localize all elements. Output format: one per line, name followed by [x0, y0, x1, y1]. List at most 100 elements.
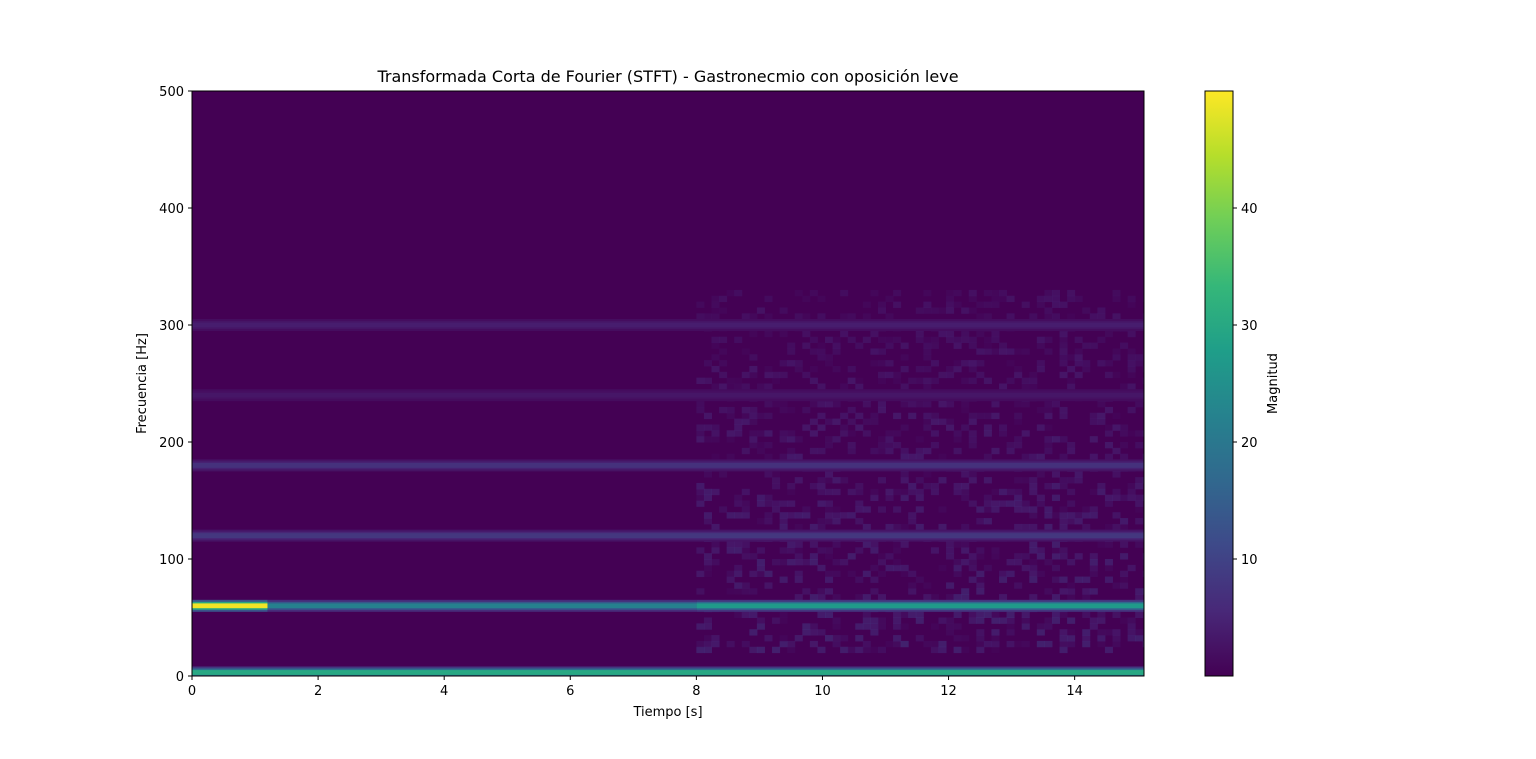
noise-cell [976, 617, 985, 624]
noise-cell [1014, 582, 1023, 589]
noise-cell [1051, 289, 1061, 297]
noise-cell [741, 418, 750, 425]
noise-cell [756, 547, 765, 554]
noise-cell [1044, 406, 1053, 414]
noise-cell [900, 447, 909, 455]
noise-cell [1142, 348, 1144, 355]
noise-cell [923, 418, 932, 425]
noise-cell [1044, 336, 1053, 344]
noise-cell [908, 453, 917, 461]
noise-cell [794, 477, 803, 484]
noise-cell [726, 512, 735, 519]
y-tick-label: 400 [159, 202, 184, 217]
x-tick-label: 0 [188, 684, 196, 699]
noise-cell [787, 430, 796, 437]
noise-cell [824, 500, 834, 507]
noise-cell [1097, 635, 1106, 642]
noise-cell [1089, 436, 1098, 443]
noise-cell [855, 412, 864, 420]
noise-cell [877, 594, 887, 601]
noise-cell [779, 453, 788, 461]
noise-cell [1059, 646, 1068, 654]
noise-cell [847, 442, 856, 449]
noise-cell [832, 365, 841, 373]
noise-cell [1067, 289, 1076, 297]
noise-cell [734, 424, 743, 431]
noise-cell [991, 289, 1000, 297]
noise-cell [877, 506, 887, 513]
noise-cell [961, 482, 970, 490]
noise-cell [1021, 506, 1030, 513]
noise-cell [946, 336, 955, 344]
noise-cell [1044, 482, 1053, 490]
noise-cell [1036, 570, 1045, 578]
noise-cell [734, 336, 743, 344]
noise-cell [726, 541, 735, 548]
noise-cell [946, 371, 955, 379]
noise-cell [1021, 553, 1030, 560]
noise-cell [696, 313, 705, 320]
noise-cell [870, 629, 879, 636]
noise-cell [953, 289, 962, 297]
noise-cell [870, 289, 879, 297]
noise-cell [824, 635, 834, 642]
noise-cell [855, 500, 864, 507]
noise-cell [938, 307, 947, 314]
noise-cell [923, 424, 932, 431]
noise-cell [794, 436, 803, 443]
noise-cell [832, 348, 841, 355]
noise-cell [1036, 640, 1045, 648]
noise-cell [870, 646, 879, 654]
noise-cell [772, 471, 781, 478]
noise-cell [779, 640, 788, 648]
noise-cell [1036, 553, 1045, 560]
noise-cell [923, 342, 932, 349]
noise-cell [930, 594, 939, 601]
noise-cell [1006, 629, 1015, 636]
noise-cell [1082, 640, 1091, 648]
noise-cell [711, 424, 720, 431]
noise-cell [824, 506, 834, 513]
noise-cell [817, 477, 826, 484]
noise-cell [961, 635, 970, 642]
noise-cell [976, 518, 985, 525]
noise-cell [749, 570, 758, 578]
noise-cell [1127, 301, 1136, 308]
noise-cell [711, 430, 720, 437]
noise-cell [1082, 629, 1091, 636]
noise-cell [976, 547, 985, 554]
noise-cell [711, 301, 720, 308]
noise-cell [711, 640, 720, 648]
noise-cell [703, 623, 713, 630]
noise-cell [1044, 447, 1053, 455]
noise-cell [938, 371, 947, 379]
noise-cell [946, 594, 955, 601]
noise-cell [764, 371, 773, 379]
noise-cell [1074, 553, 1083, 560]
noise-cell [719, 348, 728, 355]
noise-cell [855, 547, 864, 554]
noise-cell [741, 582, 750, 589]
noise-cell [885, 447, 894, 455]
noise-cell [756, 559, 765, 566]
noise-cell [840, 313, 849, 320]
noise-cell [772, 559, 781, 566]
noise-cell [870, 564, 879, 572]
noise-cell [870, 576, 879, 583]
noise-cell [885, 360, 894, 367]
noise-cell [779, 611, 788, 618]
noise-cell [787, 406, 796, 414]
noise-cell [893, 541, 902, 548]
noise-cell [824, 488, 834, 496]
noise-cell [832, 640, 841, 648]
noise-cell [779, 430, 788, 437]
noise-cell [756, 307, 765, 314]
noise-cell [923, 354, 932, 361]
noise-cell [908, 512, 917, 519]
noise-cell [855, 623, 864, 630]
noise-cell [741, 611, 750, 618]
noise-cell [953, 336, 962, 344]
noise-cell [900, 570, 909, 578]
noise-cell [741, 383, 750, 390]
noise-cell [930, 442, 939, 449]
